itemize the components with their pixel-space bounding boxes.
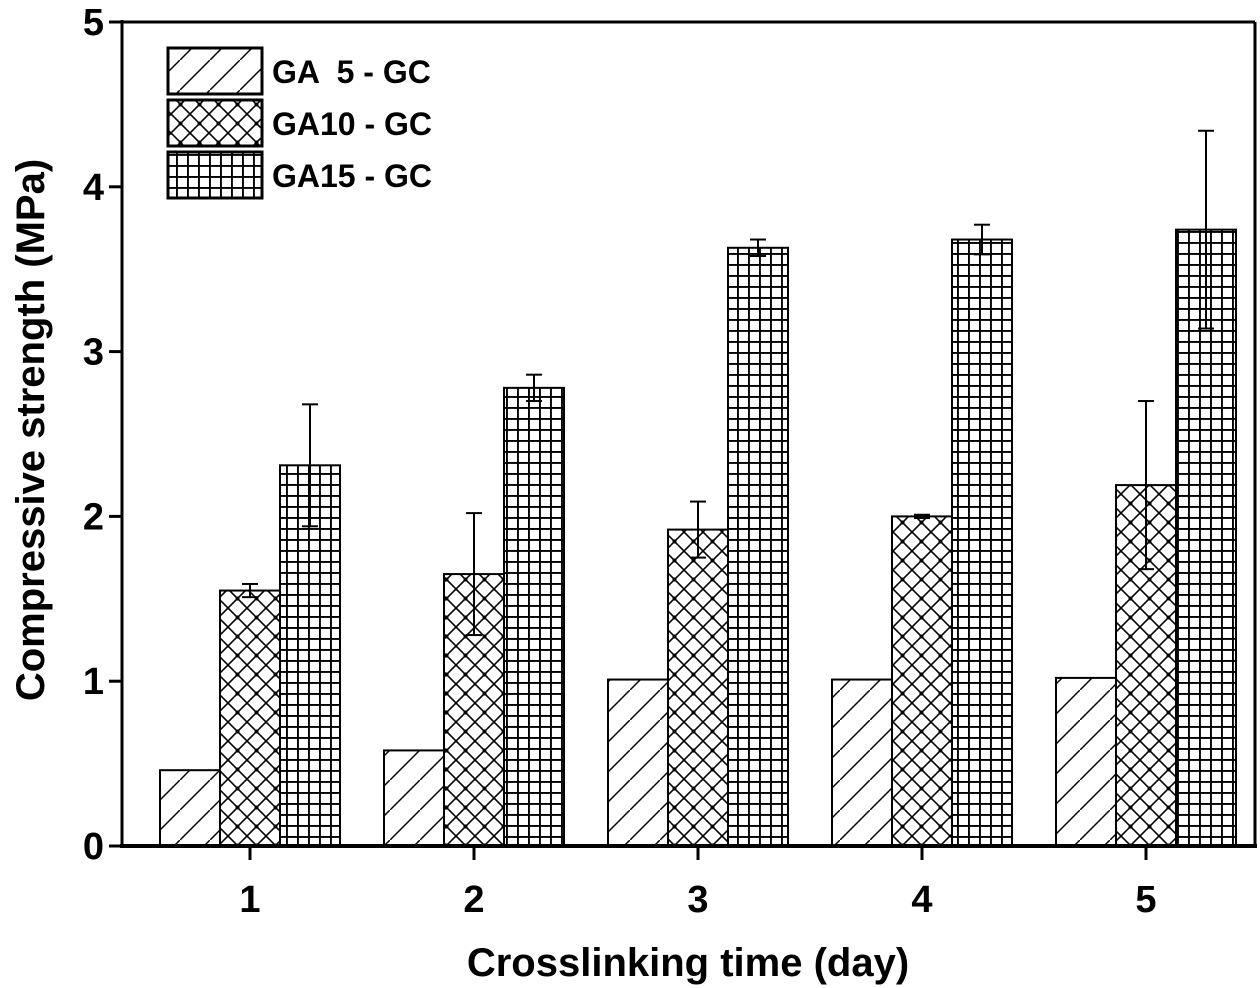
bar-series1-day1 <box>159 769 221 848</box>
y-tick-label: 4 <box>83 167 104 209</box>
bar-series2-day4 <box>891 515 953 848</box>
bar-series1-day4 <box>831 678 893 847</box>
plot-frame <box>122 20 1257 846</box>
error-bars-layer <box>242 129 1214 637</box>
legend-swatch-series2 <box>166 98 264 148</box>
bar-series1-day3 <box>607 678 669 847</box>
bar-series3-day1 <box>279 464 341 847</box>
y-tick-label: 2 <box>83 496 104 538</box>
bar-series2-day1 <box>219 589 281 847</box>
ticks-layer: 0 1 2 3 4 5 1 2 3 4 5 <box>83 2 1157 921</box>
bar-series1-day2 <box>383 749 445 848</box>
y-axis-title: Compressive strength (MPa) <box>9 159 53 701</box>
y-tick-label: 1 <box>83 661 104 703</box>
bars-layer <box>159 228 1237 848</box>
legend-swatch-series3 <box>166 150 264 200</box>
legend-label-series3: GA15 - GC <box>272 158 432 194</box>
x-tick-label: 5 <box>1135 879 1156 921</box>
x-tick-label: 2 <box>463 879 484 921</box>
x-axis-title: Crosslinking time (day) <box>467 941 909 985</box>
y-tick-label: 0 <box>83 826 104 868</box>
bar-series3-day3 <box>727 246 789 847</box>
legend-swatch-series1 <box>166 46 264 96</box>
bar-series3-day5 <box>1175 228 1237 847</box>
bar-series3-day2 <box>503 386 565 847</box>
axes-layer <box>120 20 1257 848</box>
bar-series1-day5 <box>1055 676 1117 847</box>
x-tick-label: 3 <box>687 879 708 921</box>
bar-series2-day3 <box>667 528 729 847</box>
legend: GA 5 - GC GA10 - GC GA15 - GC <box>166 46 432 200</box>
y-tick-label: 5 <box>83 2 104 44</box>
x-tick-label: 1 <box>239 879 260 921</box>
x-tick-label: 4 <box>911 879 932 921</box>
legend-label-series1: GA 5 - GC <box>272 54 431 90</box>
y-tick-label: 3 <box>83 332 104 374</box>
legend-label-series2: GA10 - GC <box>272 106 432 142</box>
bar-series3-day4 <box>951 238 1013 847</box>
